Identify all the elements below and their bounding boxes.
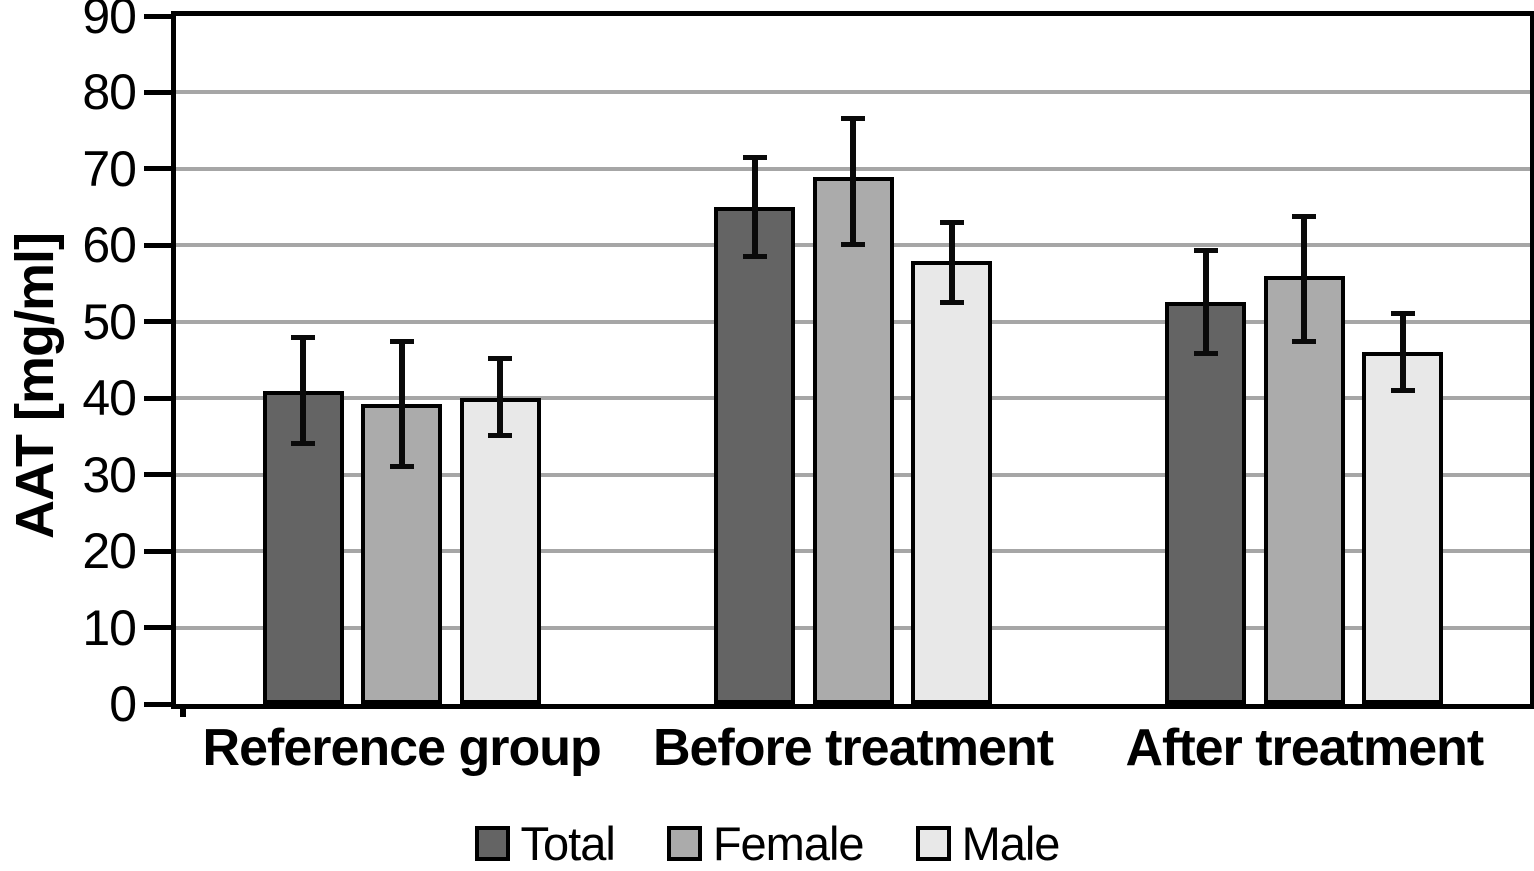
error-cap-top-male-before-treatment	[939, 220, 964, 226]
y-tick-label-40: 40	[82, 370, 137, 427]
legend-label-male: Male	[961, 817, 1061, 870]
error-cap-bottom-male-reference-group	[488, 433, 513, 439]
error-cap-bottom-male-after-treatment	[1390, 387, 1415, 393]
y-tick-80	[144, 89, 171, 95]
y-tick-label-10: 10	[82, 599, 137, 656]
bar-female-before-treatment	[812, 176, 894, 704]
y-tick-30	[144, 472, 171, 478]
y-tick-label-90: 90	[82, 0, 137, 44]
legend-item-total: Total	[474, 816, 616, 871]
x-category-label-before-treatment: Before treatment	[652, 719, 1054, 777]
error-bar-male-reference-group	[497, 357, 504, 437]
bar-total-before-treatment	[714, 207, 795, 704]
x-axis-origin-tick	[180, 704, 186, 717]
error-bar-male-after-treatment	[1399, 312, 1406, 391]
error-cap-bottom-total-after-treatment	[1193, 350, 1218, 356]
y-tick-70	[144, 166, 171, 172]
error-bar-female-after-treatment	[1301, 215, 1308, 342]
error-cap-bottom-female-after-treatment	[1292, 338, 1317, 344]
legend-swatch-male	[915, 826, 951, 861]
y-tick-50	[144, 319, 171, 325]
y-tick-10	[144, 625, 171, 631]
y-tick-label-20: 20	[82, 523, 137, 580]
y-tick-20	[144, 548, 171, 554]
y-tick-90	[144, 13, 171, 19]
x-category-label-after-treatment: After treatment	[1125, 719, 1484, 777]
plot-area	[171, 11, 1534, 709]
y-tick-label-60: 60	[82, 217, 137, 274]
bar-total-after-treatment	[1165, 301, 1247, 704]
error-bar-female-reference-group	[398, 340, 405, 467]
bar-male-before-treatment	[911, 261, 992, 704]
error-bar-male-before-treatment	[948, 222, 955, 303]
error-bar-female-before-treatment	[850, 118, 856, 246]
legend-label-female: Female	[712, 817, 865, 870]
y-tick-40	[144, 395, 171, 401]
bar-male-after-treatment	[1362, 351, 1444, 704]
legend-swatch-female	[666, 826, 702, 861]
error-cap-bottom-total-reference-group	[291, 441, 316, 447]
bar-male-reference-group	[459, 398, 541, 704]
y-tick-label-30: 30	[82, 446, 137, 503]
error-cap-top-total-after-treatment	[1193, 247, 1218, 253]
y-tick-60	[144, 242, 171, 248]
error-cap-top-female-reference-group	[389, 338, 414, 344]
y-tick-label-50: 50	[82, 293, 137, 350]
x-category-label-reference-group: Reference group	[202, 719, 602, 777]
legend-item-male: Male	[915, 816, 1061, 871]
legend-swatch-total	[474, 826, 510, 861]
error-cap-top-female-before-treatment	[841, 116, 865, 122]
error-cap-top-total-reference-group	[291, 335, 316, 341]
legend-label-total: Total	[520, 817, 616, 870]
error-cap-bottom-total-before-treatment	[742, 253, 767, 259]
y-tick-label-70: 70	[82, 140, 137, 197]
error-bar-total-after-treatment	[1202, 249, 1209, 354]
error-cap-top-total-before-treatment	[742, 155, 767, 161]
y-tick-label-80: 80	[82, 64, 137, 121]
error-bar-total-before-treatment	[751, 157, 758, 257]
error-cap-top-male-after-treatment	[1390, 310, 1415, 316]
legend-item-female: Female	[666, 816, 865, 871]
y-tick-0	[144, 701, 171, 707]
error-cap-bottom-female-reference-group	[389, 464, 414, 470]
error-cap-top-male-reference-group	[488, 355, 513, 361]
legend: Total Female Male	[0, 816, 1534, 871]
error-cap-bottom-male-before-treatment	[939, 299, 964, 305]
error-cap-top-female-after-treatment	[1292, 213, 1317, 219]
gridline-80	[176, 90, 1530, 95]
y-tick-label-0: 0	[109, 676, 137, 732]
error-cap-bottom-female-before-treatment	[841, 242, 865, 248]
error-bar-total-reference-group	[300, 337, 307, 445]
bar-female-after-treatment	[1263, 275, 1345, 704]
